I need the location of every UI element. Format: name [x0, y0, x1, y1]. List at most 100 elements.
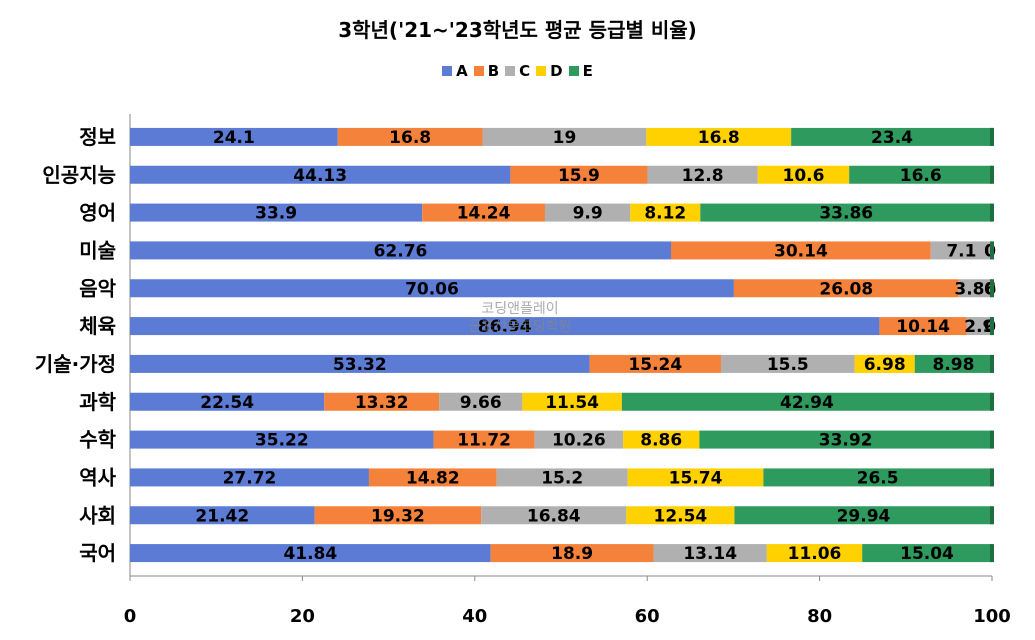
legend-item-c: C — [505, 62, 530, 80]
data-label-d: 8.12 — [644, 204, 686, 224]
bar-end-cap — [990, 354, 994, 373]
bar-segment-c — [647, 165, 758, 184]
data-label-e: 23.4 — [871, 128, 913, 148]
data-label-b: 15.24 — [628, 355, 682, 375]
legend-swatch — [505, 66, 516, 76]
data-label-c: 15.2 — [541, 468, 583, 488]
bar-segment-c — [720, 354, 855, 373]
category-label: 미술 — [79, 238, 116, 262]
data-label-b: 26.08 — [819, 279, 873, 299]
bar-segment-b — [510, 165, 648, 184]
bar-segment-b — [670, 241, 931, 260]
bar-segment-c — [653, 544, 767, 563]
category-label: 역사 — [79, 465, 116, 489]
bar-segment-b — [422, 203, 545, 222]
x-tick-label: 40 — [462, 606, 487, 627]
chart-legend: A B C D E — [0, 62, 1035, 80]
bar-segment-a — [130, 127, 338, 146]
bar-end-cap — [990, 392, 994, 411]
data-label-b: 10.14 — [896, 317, 950, 337]
bar-segment-c — [930, 241, 992, 260]
category-label: 사회 — [79, 503, 116, 527]
bar-segment-a — [130, 468, 369, 487]
bar-segment-c — [534, 430, 624, 449]
legend-label: D — [550, 62, 563, 80]
data-label-b: 14.82 — [406, 468, 460, 488]
x-tick-label: 100 — [973, 606, 1011, 627]
data-label-b: 11.72 — [457, 431, 511, 451]
bar-segment-e — [763, 468, 992, 487]
bar-segment-d — [646, 127, 792, 146]
x-tick-label: 20 — [290, 606, 315, 627]
watermark-line1: 코딩앤플레이 — [481, 301, 559, 317]
data-label-c: 9.66 — [460, 393, 502, 413]
bar-segment-b — [490, 544, 654, 563]
bar-segment-c — [958, 279, 992, 298]
bar-segment-a — [130, 354, 590, 373]
data-label-c: 7.1 — [946, 241, 976, 261]
bar-segment-d — [630, 203, 701, 222]
legend-label: E — [582, 62, 593, 80]
category-label: 국어 — [79, 541, 116, 565]
bar-end-cap — [990, 506, 994, 525]
bar-end-cap — [990, 468, 994, 487]
legend-label: B — [487, 62, 500, 80]
bar-segment-e — [734, 506, 993, 525]
category-label: 수학 — [79, 428, 116, 452]
bar-segment-e — [621, 392, 992, 411]
bar-segment-a — [130, 279, 734, 298]
bar-segment-b — [324, 392, 440, 411]
data-label-d: 10.6 — [783, 166, 825, 186]
bar-segment-b — [368, 468, 497, 487]
data-label-c: 10.26 — [552, 431, 606, 451]
legend-item-e: E — [568, 62, 593, 80]
data-label-a: 22.54 — [200, 393, 254, 413]
data-label-a: 21.42 — [195, 506, 249, 526]
bar-end-cap — [990, 430, 994, 449]
data-label-c: 19 — [553, 128, 577, 148]
data-label-e: 33.92 — [819, 431, 873, 451]
watermark-line2: 군포산본코딩학원 — [468, 319, 572, 335]
bar-end-cap — [990, 203, 994, 222]
bar-segment-e — [862, 544, 992, 563]
data-label-c: 9.9 — [573, 204, 603, 224]
bar-segment-e — [791, 127, 993, 146]
data-label-a: 24.1 — [213, 128, 255, 148]
legend-label: C — [519, 62, 531, 80]
data-label-b: 13.32 — [355, 393, 409, 413]
bar-segment-c — [439, 392, 523, 411]
data-label-e: 15.04 — [900, 544, 954, 564]
data-label-c: 3.86 — [954, 279, 996, 299]
data-label-a: 86.94 — [478, 317, 532, 337]
data-label-a: 33.9 — [255, 204, 297, 224]
data-label-d: 12.54 — [653, 506, 707, 526]
category-label: 인공지능 — [42, 163, 116, 187]
data-label-e: 26.5 — [857, 468, 899, 488]
bar-segment-c — [966, 317, 992, 336]
chart-title: 3학년('21~'23학년도 평균 등급별 비율) — [338, 18, 697, 42]
category-label: 체육 — [79, 314, 116, 338]
bar-end-cap — [990, 165, 994, 184]
data-label-e: 29.94 — [837, 506, 891, 526]
bar-segment-d — [626, 506, 735, 525]
data-label-c: 12.8 — [682, 166, 724, 186]
bar-segment-c — [544, 203, 631, 222]
bar-segment-e — [699, 430, 992, 449]
bar-end-cap — [990, 279, 994, 298]
data-label-e: 42.94 — [780, 393, 834, 413]
data-label-a: 27.72 — [223, 468, 277, 488]
bar-segment-e — [849, 165, 993, 184]
data-label-a: 44.13 — [293, 166, 347, 186]
data-label-c: 2.9 — [964, 317, 994, 337]
bar-segment-b — [433, 430, 535, 449]
legend-label: A — [456, 62, 468, 80]
bar-segment-a — [130, 165, 511, 184]
data-label-e: 33.86 — [819, 204, 873, 224]
x-tick-label: 80 — [807, 606, 832, 627]
data-label-a: 62.76 — [374, 241, 428, 261]
category-label: 과학 — [79, 390, 116, 414]
bar-segment-a — [130, 203, 423, 222]
data-label-a: 41.84 — [283, 544, 337, 564]
legend-item-a: A — [442, 62, 468, 80]
